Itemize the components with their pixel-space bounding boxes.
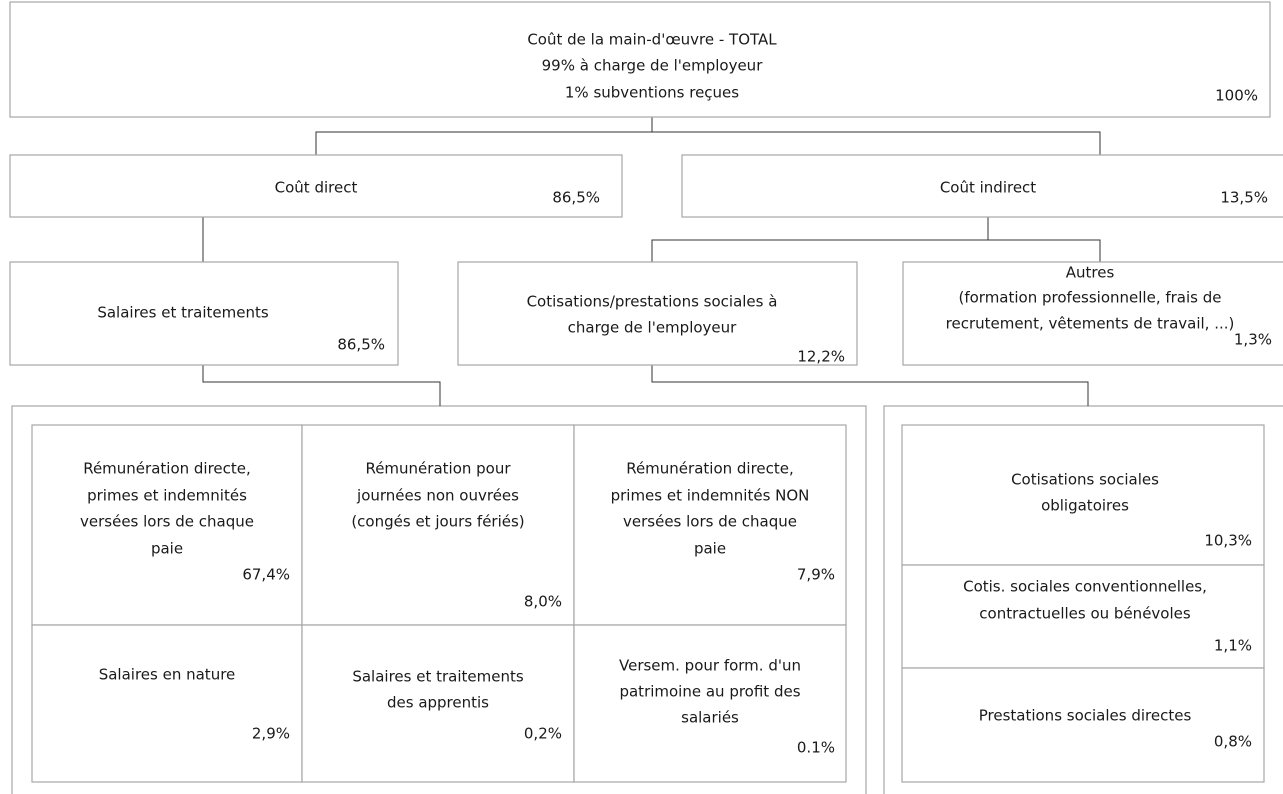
node-value: 1,1% (1214, 637, 1252, 655)
node-label: Coût indirect (940, 179, 1036, 197)
node-label: Coût direct (275, 179, 358, 197)
connector (202, 117, 1101, 406)
node-label: des apprentis (387, 694, 489, 712)
node-label: charge de l'employeur (568, 319, 737, 337)
node-label: Prestations sociales directes (979, 707, 1192, 725)
node-box (301, 624, 575, 783)
node-value: 8,0% (524, 593, 562, 611)
node-label: Cotisations sociales (1011, 471, 1159, 489)
node-value: 12,2% (797, 348, 845, 366)
node-box (457, 261, 858, 366)
node-label: patrimoine au profit des (619, 683, 800, 701)
node-label: 1% subventions reçues (565, 84, 739, 102)
node-label: versées lors de chaque (80, 513, 254, 531)
node-value: 2,9% (252, 725, 290, 743)
node-value: 13,5% (1220, 189, 1268, 207)
node-value: 67,4% (242, 566, 290, 584)
node-box (573, 424, 847, 626)
node-label: paie (694, 540, 726, 558)
node-value: 86,5% (552, 189, 600, 207)
node-label: versées lors de chaque (623, 513, 797, 531)
node-label: obligatoires (1041, 497, 1129, 515)
node-label: 99% à charge de l'employeur (542, 57, 764, 75)
node-label: (formation professionnelle, frais de (958, 289, 1221, 307)
node-box (31, 624, 303, 783)
node-label: Versem. pour form. d'un (619, 657, 801, 675)
node-label: Cotis. sociales conventionnelles, (963, 578, 1207, 596)
node-label: recrutement, vêtements de travail, ...) (946, 315, 1235, 333)
node-value: 0.1% (797, 739, 835, 757)
nodes: Coût de la main-d'œuvre - TOTAL 99% à cha… (9, 1, 1283, 783)
node-label: contractuelles ou bénévoles (979, 605, 1191, 623)
node-box (9, 1, 1271, 118)
node-label: paie (151, 540, 183, 558)
node-box (301, 424, 575, 626)
node-label: Rémunération directe, (83, 460, 251, 478)
node-label: primes et indemnités NON (611, 487, 810, 505)
node-label: Cotisations/prestations sociales à (527, 293, 778, 311)
node-box (9, 154, 623, 218)
node-label: Coût de la main-d'œuvre - TOTAL (527, 31, 777, 49)
node-label: journées non ouvrées (356, 487, 519, 505)
node-box (901, 564, 1265, 669)
node-value: 7,9% (797, 566, 835, 584)
node-value: 0,8% (1214, 733, 1252, 751)
node-box (901, 424, 1265, 566)
node-value: 86,5% (337, 336, 385, 354)
node-value: 1,3% (1234, 331, 1272, 349)
node-box (681, 154, 1283, 218)
node-label: (congés et jours fériés) (351, 513, 524, 531)
node-label: Salaires et traitements (97, 304, 269, 322)
node-box (9, 261, 399, 366)
node-label: primes et indemnités (87, 487, 247, 505)
node-value: 10,3% (1204, 532, 1252, 550)
node-label: Rémunération pour (365, 460, 511, 478)
node-value: 100% (1215, 87, 1258, 105)
node-value: 0,2% (524, 725, 562, 743)
node-label: Salaires et traitements (352, 668, 524, 686)
node-label: Salaires en nature (99, 666, 236, 684)
node-label: Autres (1066, 264, 1115, 282)
node-label: salariés (681, 709, 739, 727)
node-box (902, 261, 1283, 366)
node-box (573, 624, 847, 783)
node-box (901, 667, 1265, 783)
node-label: Rémunération directe, (626, 460, 794, 478)
